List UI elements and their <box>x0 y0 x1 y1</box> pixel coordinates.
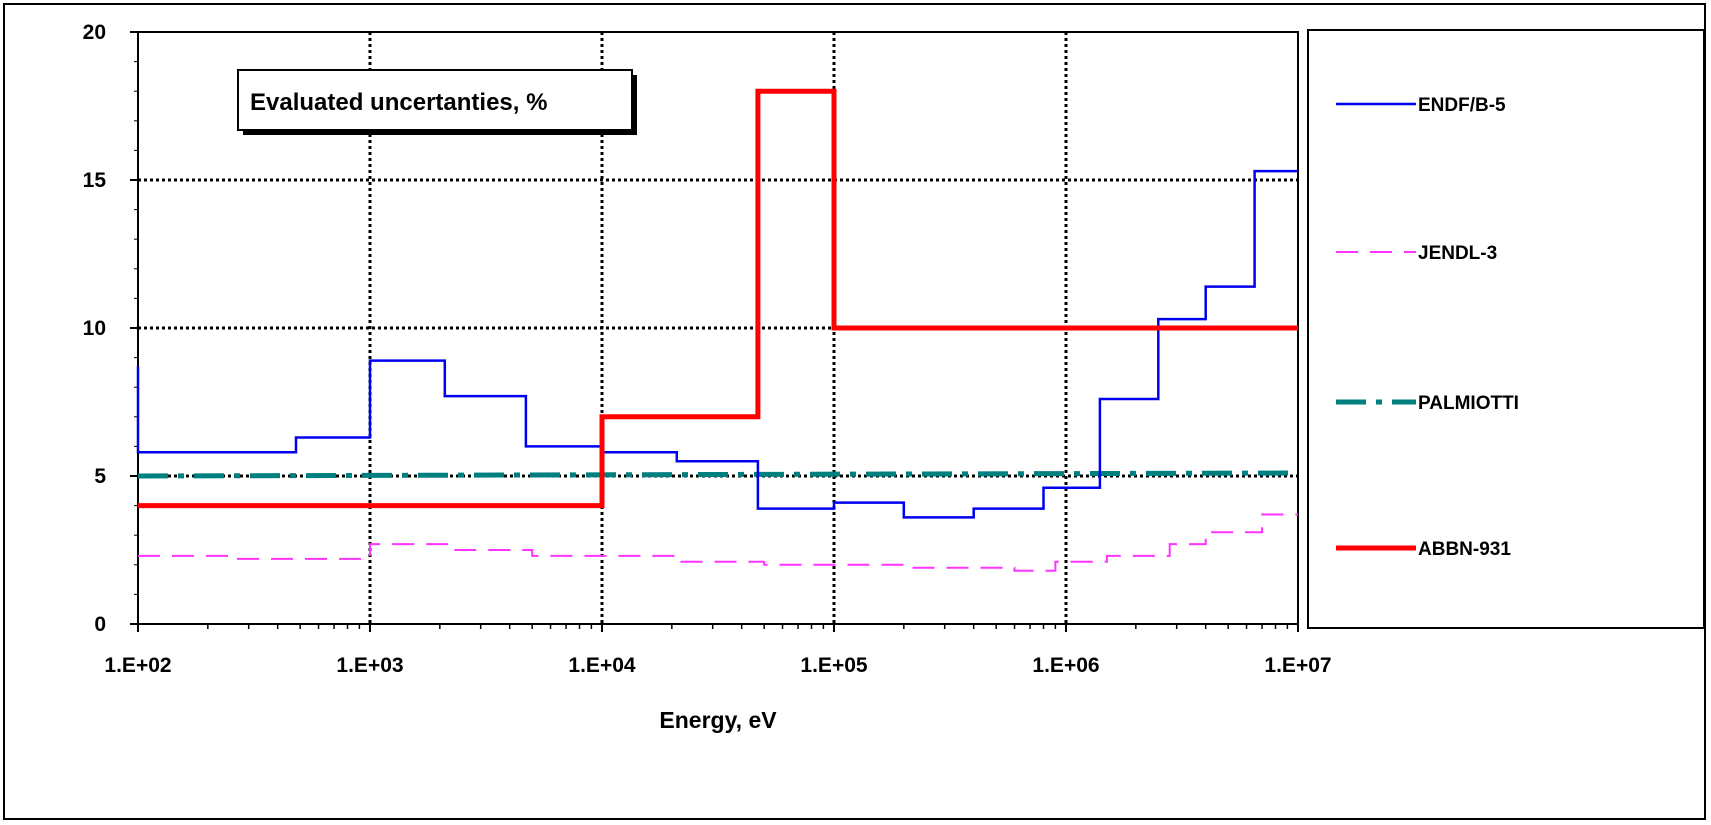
tick-labels: 1.E+02 1.E+03 1.E+04 1.E+05 1.E+06 1.E+07 0 5 10… <box>83 21 1332 677</box>
axes <box>130 31 1299 632</box>
y-tick-label: 5 <box>94 465 106 488</box>
annotation-box: Evaluated uncertanties, % <box>237 69 637 135</box>
x-tick-label: 1.E+03 <box>336 654 403 677</box>
y-tick-label: 10 <box>83 317 106 340</box>
x-tick-label: 1.E+02 <box>104 654 171 677</box>
y-tick-label: 15 <box>83 169 107 192</box>
series-line-endf-b-5 <box>136 169 1298 519</box>
series-group <box>136 88 1299 572</box>
legend-label-endf-b-5: ENDF/B-5 <box>1418 95 1506 116</box>
legend: ENDF/B-5 JENDL-3 PALMIOTTI ABBN-931 <box>1307 29 1705 629</box>
legend-label-jendl-3: JENDL-3 <box>1418 243 1497 264</box>
series-line-palmiotti <box>137 470 1299 479</box>
x-axis-label: Energy, eV <box>659 707 777 733</box>
legend-label-palmiotti: PALMIOTTI <box>1418 393 1519 414</box>
series-line-jendl-3 <box>138 513 1298 572</box>
annotation-text: Evaluated uncertanties, % <box>250 89 547 116</box>
y-tick-label: 0 <box>94 613 106 636</box>
x-tick-label: 1.E+06 <box>1032 654 1099 677</box>
y-tick-label: 20 <box>83 21 106 44</box>
x-tick-label: 1.E+04 <box>568 654 635 677</box>
legend-label-abbn-931: ABBN-931 <box>1418 539 1511 560</box>
x-tick-label: 1.E+07 <box>1264 654 1331 677</box>
series-line-abbn-931 <box>138 88 1298 509</box>
x-tick-label: 1.E+05 <box>800 654 867 677</box>
